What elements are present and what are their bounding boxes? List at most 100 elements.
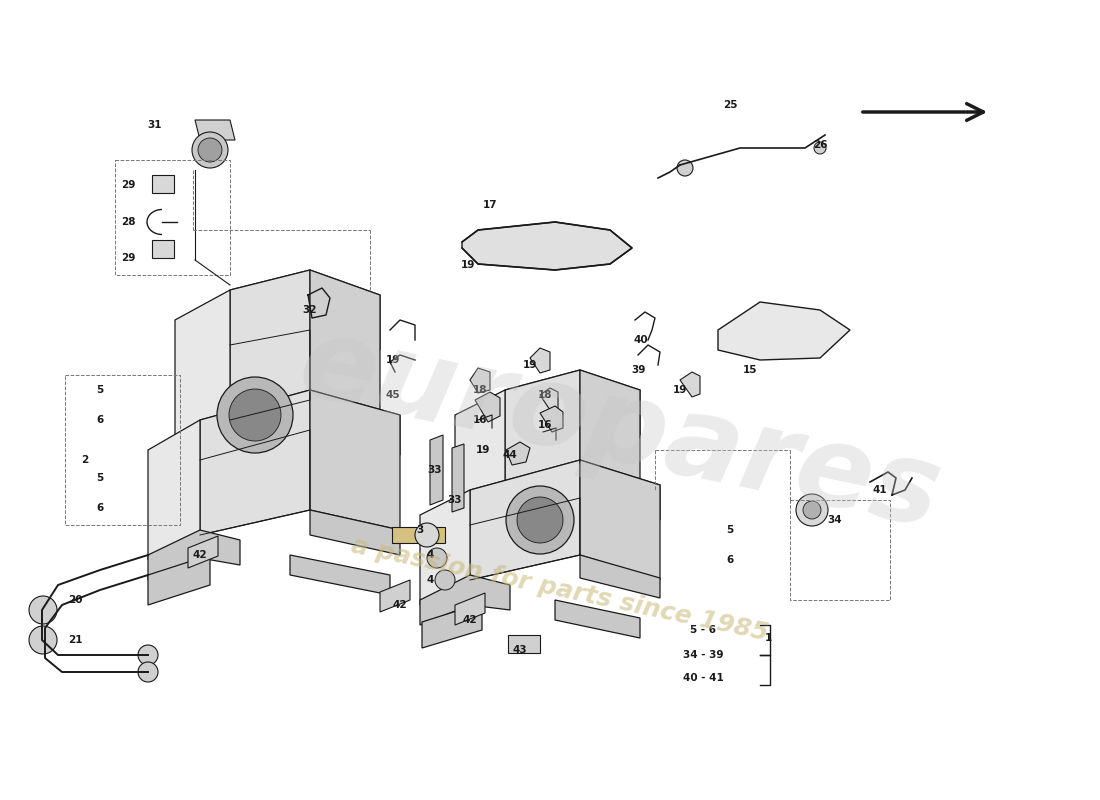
Polygon shape (452, 444, 464, 512)
Circle shape (229, 389, 280, 441)
Text: 4: 4 (427, 575, 433, 585)
Text: 26: 26 (813, 140, 827, 150)
Text: 20: 20 (68, 595, 82, 605)
Polygon shape (580, 370, 640, 490)
Circle shape (192, 132, 228, 168)
Polygon shape (148, 530, 240, 580)
Polygon shape (420, 575, 510, 625)
Text: 32: 32 (302, 305, 317, 315)
Text: europares: europares (289, 308, 950, 552)
Text: 34: 34 (827, 515, 843, 525)
Polygon shape (148, 420, 200, 560)
Text: 6: 6 (97, 503, 103, 513)
Bar (790, 500, 890, 600)
Text: 25: 25 (723, 100, 737, 110)
Text: 44: 44 (503, 450, 517, 460)
Polygon shape (462, 222, 632, 270)
Polygon shape (718, 302, 850, 360)
Circle shape (29, 626, 57, 654)
Circle shape (427, 548, 447, 568)
Circle shape (434, 570, 455, 590)
Circle shape (138, 662, 158, 682)
Text: 40 - 41: 40 - 41 (683, 673, 724, 683)
Text: 6: 6 (97, 415, 103, 425)
Polygon shape (188, 536, 218, 568)
Polygon shape (580, 460, 660, 580)
Circle shape (803, 501, 821, 519)
Circle shape (676, 160, 693, 176)
Circle shape (814, 142, 826, 154)
Text: 4: 4 (427, 550, 433, 560)
Circle shape (198, 138, 222, 162)
Polygon shape (420, 490, 470, 605)
Text: 18: 18 (538, 390, 552, 400)
Polygon shape (152, 240, 174, 258)
Text: 39: 39 (630, 365, 646, 375)
Text: 33: 33 (428, 465, 442, 475)
Text: 43: 43 (513, 645, 527, 655)
Text: 3: 3 (417, 525, 424, 535)
Text: 5 - 6: 5 - 6 (690, 625, 716, 635)
Polygon shape (175, 290, 230, 450)
Text: 5: 5 (97, 385, 103, 395)
Text: 18: 18 (473, 385, 487, 395)
Circle shape (29, 596, 57, 624)
Polygon shape (475, 392, 500, 422)
Polygon shape (379, 580, 410, 612)
Polygon shape (505, 370, 580, 490)
Text: 5: 5 (726, 525, 734, 535)
Circle shape (415, 523, 439, 547)
Bar (65, 375, 180, 525)
Circle shape (796, 494, 828, 526)
Polygon shape (506, 442, 530, 465)
Polygon shape (152, 175, 174, 193)
Polygon shape (200, 390, 400, 460)
Polygon shape (470, 368, 490, 393)
Text: 15: 15 (742, 365, 757, 375)
Polygon shape (470, 460, 580, 580)
Text: 42: 42 (192, 550, 207, 560)
Polygon shape (556, 600, 640, 638)
Polygon shape (505, 370, 640, 435)
Text: 21: 21 (68, 635, 82, 645)
Text: 19: 19 (461, 260, 475, 270)
Polygon shape (422, 603, 482, 648)
Polygon shape (230, 270, 310, 420)
Polygon shape (195, 120, 235, 140)
Text: 2: 2 (81, 455, 89, 465)
Polygon shape (530, 348, 550, 373)
Polygon shape (230, 270, 380, 350)
Text: 16: 16 (473, 415, 487, 425)
Polygon shape (392, 527, 446, 543)
Text: 19: 19 (522, 360, 537, 370)
Polygon shape (200, 390, 310, 535)
Text: 31: 31 (147, 120, 163, 130)
Polygon shape (580, 555, 660, 598)
Text: 1: 1 (764, 633, 771, 643)
Polygon shape (470, 460, 660, 525)
Polygon shape (310, 270, 380, 420)
Polygon shape (508, 635, 540, 653)
Text: 19: 19 (386, 355, 400, 365)
Circle shape (138, 645, 158, 665)
Text: 17: 17 (483, 200, 497, 210)
Polygon shape (430, 435, 443, 505)
Text: 41: 41 (872, 485, 888, 495)
Polygon shape (310, 390, 400, 530)
Polygon shape (540, 388, 558, 410)
Polygon shape (310, 510, 400, 555)
Text: 34 - 39: 34 - 39 (683, 650, 724, 660)
Text: 42: 42 (463, 615, 477, 625)
Text: 42: 42 (393, 600, 407, 610)
Text: 19: 19 (476, 445, 491, 455)
Polygon shape (455, 593, 485, 625)
Polygon shape (148, 555, 210, 605)
Text: 45: 45 (386, 390, 400, 400)
Circle shape (517, 497, 563, 543)
Circle shape (506, 486, 574, 554)
Circle shape (217, 377, 293, 453)
Polygon shape (290, 555, 390, 595)
Text: 16: 16 (538, 420, 552, 430)
Polygon shape (455, 390, 505, 515)
Text: 29: 29 (121, 180, 135, 190)
